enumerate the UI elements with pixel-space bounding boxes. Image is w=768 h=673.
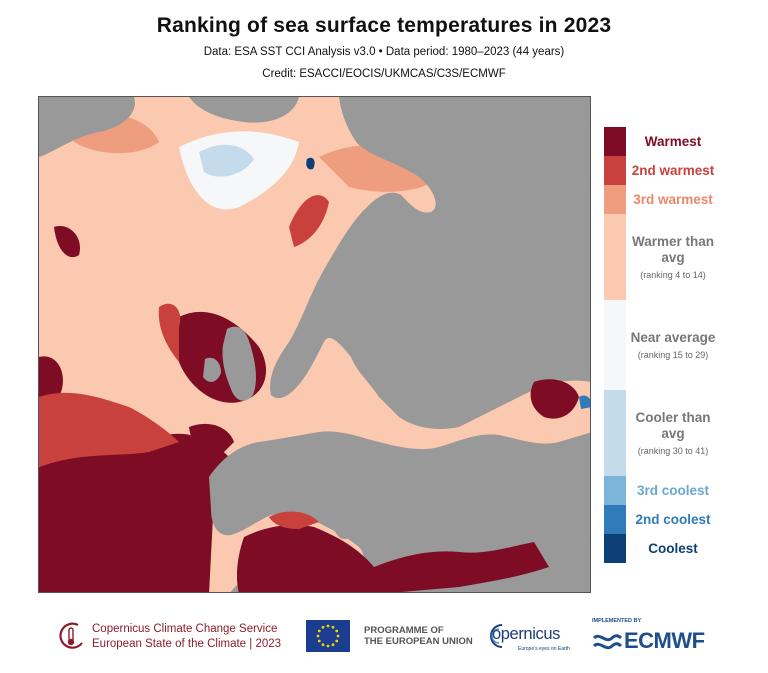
- c3s-name: Copernicus Climate Change Service: [92, 623, 278, 635]
- c3s-logo: Copernicus Climate Change Service Europe…: [56, 618, 296, 654]
- second-warmest-mediterranean: [269, 511, 319, 529]
- copernicus-tagline: Europe's eyes on Earth: [518, 646, 570, 652]
- legend-item-near-average: Near average (ranking 15 to 29): [604, 300, 720, 390]
- land-uk: [222, 326, 256, 401]
- warmest-mediterranean: [236, 525, 549, 592]
- copernicus-wordmark: opernicus: [492, 625, 560, 643]
- warmest-black-sea: [530, 379, 579, 419]
- legend-item-warmer-than-avg: Warmer than avg (ranking 4 to 14): [604, 214, 720, 300]
- ecmwf-wordmark: ECMWF: [624, 628, 705, 653]
- legend-sublabel: (ranking 15 to 29): [637, 350, 709, 360]
- legend-swatch: [604, 300, 626, 390]
- legend-sublabel: (ranking 30 to 41): [637, 446, 709, 456]
- warmest-biscay: [189, 423, 234, 457]
- legend-item-third-coolest: 3rd coolest: [604, 476, 720, 505]
- map-subtitle: Data: ESA SST CCI Analysis v3.0 • Data p…: [203, 46, 565, 58]
- second-coolest-black-sea-edge: [579, 395, 590, 409]
- eu-stars-icon: [316, 624, 340, 648]
- legend-swatch: [604, 185, 626, 214]
- legend-sublabel: (ranking 4 to 14): [640, 270, 706, 280]
- legend-swatch: [604, 534, 626, 563]
- land-turkey: [459, 467, 590, 521]
- legend-label: 2nd coolest: [635, 511, 711, 527]
- ecmwf-implemented-by: IMPLEMENTED BY: [592, 618, 642, 624]
- land-svalbard: [189, 97, 299, 123]
- legend-label: 2nd warmest: [631, 162, 715, 178]
- eu-programme-text: PROGRAMME OF THE EUROPEAN UNION: [364, 625, 473, 647]
- second-warmest-atlantic: [39, 392, 179, 467]
- ecmwf-waves-icon: [592, 634, 622, 650]
- land-ireland: [203, 357, 221, 382]
- second-warmest-norway-coast: [289, 195, 329, 247]
- c3s-thermometer-icon: [59, 622, 83, 649]
- legend-label: Warmer than avg: [631, 234, 714, 265]
- land-scandinavia-russia: [270, 97, 590, 429]
- eu-flag-icon: [306, 620, 350, 652]
- ecmwf-logo: IMPLEMENTED BY ECMWF: [592, 618, 722, 658]
- second-warmest-uk: [158, 303, 181, 362]
- legend-label: Cooler than avg: [635, 410, 711, 441]
- legend-label: 3rd warmest: [633, 191, 713, 207]
- warmest-north-atlantic: [39, 356, 63, 402]
- land-greenland: [39, 97, 135, 157]
- copernicus-c-icon: [490, 624, 503, 648]
- legend-label: Near average: [630, 330, 716, 345]
- coolest-spot: [306, 157, 315, 170]
- legend-swatch: [604, 156, 626, 185]
- legend-item-cooler-than-avg: Cooler than avg (ranking 30 to 41): [604, 390, 720, 476]
- legend-item-coolest: Coolest: [604, 534, 720, 563]
- warmest-iceland: [54, 226, 80, 258]
- legend-swatch: [604, 505, 626, 534]
- map-canvas: [39, 97, 590, 592]
- c3s-report: European State of the Climate | 2023: [92, 638, 282, 650]
- map-credit: Credit: ESACCI/EOCIS/UKMCAS/C3S/ECMWF: [262, 68, 506, 80]
- legend-item-warmest: Warmest: [604, 127, 720, 156]
- legend-swatch: [604, 127, 626, 156]
- cooler-arctic: [199, 144, 254, 177]
- eu-programme-line2: THE EUROPEAN UNION: [364, 636, 473, 647]
- copernicus-logo: opernicus Europe's eyes on Earth: [484, 616, 578, 656]
- warmest-atlantic: [39, 433, 229, 592]
- sst-ranking-map: [38, 96, 591, 593]
- legend-swatch: [604, 390, 626, 476]
- land-italy: [315, 477, 353, 540]
- legend-item-second-warmest: 2nd warmest: [604, 156, 720, 185]
- eu-programme-line1: PROGRAMME OF: [364, 625, 444, 636]
- map-title: Ranking of sea surface temperatures in 2…: [156, 14, 612, 37]
- legend-label: Coolest: [648, 540, 698, 556]
- legend-swatch: [604, 476, 626, 505]
- legend-item-third-warmest: 3rd warmest: [604, 185, 720, 214]
- legend-label: Warmest: [644, 133, 702, 149]
- footer-logos: Copernicus Climate Change Service Europe…: [0, 612, 768, 664]
- legend-label: 3rd coolest: [636, 482, 710, 498]
- legend-item-second-coolest: 2nd coolest: [604, 505, 720, 534]
- legend-swatch: [604, 214, 626, 300]
